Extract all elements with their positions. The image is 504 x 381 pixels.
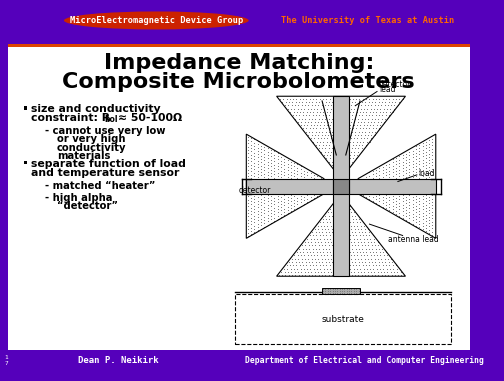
Text: 1
7: 1 7	[5, 355, 9, 366]
Text: constraint: R: constraint: R	[31, 113, 110, 123]
Text: ≈ 50-100Ω: ≈ 50-100Ω	[118, 113, 182, 123]
Text: Impedance Matching:: Impedance Matching:	[103, 53, 374, 73]
Bar	[322, 288, 360, 294]
Text: The University of Texas at Austin: The University of Texas at Austin	[281, 16, 454, 25]
Text: Composite Microbolometers: Composite Microbolometers	[62, 72, 415, 92]
Bar	[24, 106, 28, 109]
Text: Dean P. Neikirk: Dean P. Neikirk	[78, 356, 159, 365]
Bar	[334, 179, 349, 194]
Bar	[246, 179, 436, 194]
Text: conductivity: conductivity	[57, 142, 127, 153]
Text: - high alpha: - high alpha	[45, 193, 113, 203]
Ellipse shape	[64, 11, 248, 29]
Text: antenna lead: antenna lead	[389, 235, 439, 245]
Text: “detector”: “detector”	[57, 202, 118, 211]
Bar	[8, 47, 470, 350]
Text: lead: lead	[379, 85, 396, 94]
Bar	[0, 350, 477, 371]
Text: and temperature sensor: and temperature sensor	[31, 168, 179, 178]
Text: - matched “heater”: - matched “heater”	[45, 181, 156, 190]
Text: or very high: or very high	[57, 134, 125, 144]
Bar	[235, 294, 451, 344]
Bar	[8, 44, 470, 47]
Text: Department of Electrical and Computer Engineering: Department of Electrical and Computer En…	[245, 356, 484, 365]
Text: MicroElectromagnetic Device Group: MicroElectromagnetic Device Group	[70, 16, 243, 25]
Text: substrate: substrate	[322, 315, 364, 324]
Text: detector: detector	[239, 186, 271, 195]
Text: detector: detector	[379, 80, 411, 89]
Text: bol: bol	[104, 115, 118, 124]
Text: load: load	[419, 170, 435, 178]
Text: separate function of load: separate function of load	[31, 159, 186, 169]
Text: materials: materials	[57, 151, 110, 161]
Text: - cannot use very low: - cannot use very low	[45, 126, 166, 136]
Bar	[0, 10, 477, 31]
Bar	[334, 96, 349, 276]
Text: size and conductivity: size and conductivity	[31, 104, 161, 114]
Bar	[24, 161, 28, 165]
